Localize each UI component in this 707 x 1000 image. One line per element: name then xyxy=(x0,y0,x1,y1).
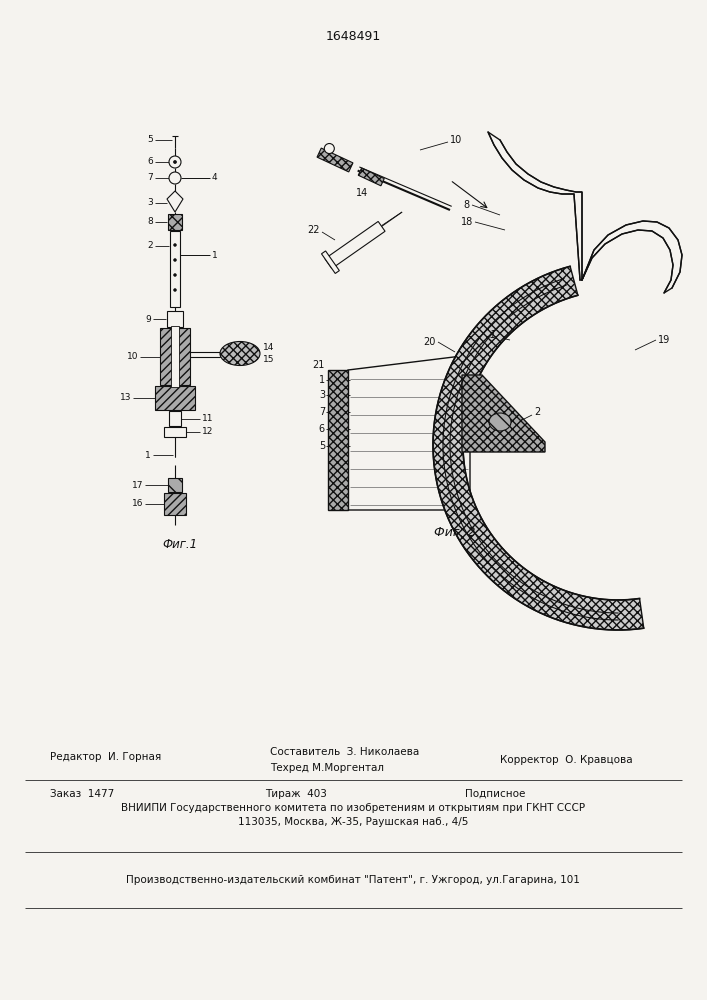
Circle shape xyxy=(173,258,177,261)
Text: Техред М.Моргентал: Техред М.Моргентал xyxy=(270,763,384,773)
Circle shape xyxy=(173,243,177,246)
Polygon shape xyxy=(322,251,339,273)
Text: 2: 2 xyxy=(534,407,540,417)
Text: Редактор  И. Горная: Редактор И. Горная xyxy=(50,752,161,762)
Circle shape xyxy=(169,156,181,168)
Text: 21: 21 xyxy=(312,360,325,370)
Circle shape xyxy=(173,160,177,163)
Text: Подписное: Подписное xyxy=(465,789,525,799)
Ellipse shape xyxy=(220,342,260,365)
Text: 7: 7 xyxy=(319,407,325,417)
Bar xyxy=(171,326,179,387)
Text: 2: 2 xyxy=(147,241,153,250)
Text: Заказ  1477: Заказ 1477 xyxy=(50,789,115,799)
Text: 17: 17 xyxy=(132,481,143,489)
Text: 5: 5 xyxy=(319,441,325,451)
Text: Составитель  З. Николаева: Составитель З. Николаева xyxy=(270,747,419,757)
Text: 1648491: 1648491 xyxy=(325,30,380,43)
Circle shape xyxy=(173,288,177,292)
Text: 9: 9 xyxy=(145,314,151,324)
Text: 14: 14 xyxy=(356,188,368,198)
Bar xyxy=(170,231,180,307)
Polygon shape xyxy=(348,355,470,510)
Bar xyxy=(168,214,182,230)
Text: Корректор  О. Кравцова: Корректор О. Кравцова xyxy=(500,755,633,765)
Text: 10: 10 xyxy=(127,352,138,361)
Polygon shape xyxy=(582,221,682,293)
Text: 1: 1 xyxy=(145,450,151,460)
Bar xyxy=(155,386,195,410)
Circle shape xyxy=(173,273,177,276)
Bar xyxy=(160,328,190,385)
Text: 6: 6 xyxy=(147,157,153,166)
Polygon shape xyxy=(358,168,385,186)
Bar xyxy=(164,493,186,515)
Text: 12: 12 xyxy=(202,428,214,436)
Text: Производственно-издательский комбинат "Патент", г. Ужгород, ул.Гагарина, 101: Производственно-издательский комбинат "П… xyxy=(126,875,580,885)
Polygon shape xyxy=(488,132,582,280)
Polygon shape xyxy=(325,221,385,269)
Text: 11: 11 xyxy=(202,414,214,423)
Text: 19: 19 xyxy=(658,335,670,345)
Text: Фиг.1: Фиг.1 xyxy=(163,538,197,552)
Text: 1: 1 xyxy=(319,375,325,385)
Bar xyxy=(168,478,182,492)
Text: 3: 3 xyxy=(319,390,325,400)
Text: Тираж  403: Тираж 403 xyxy=(265,789,327,799)
Text: 13: 13 xyxy=(119,393,131,402)
Text: 8: 8 xyxy=(464,200,470,210)
Ellipse shape xyxy=(489,413,511,431)
Bar xyxy=(167,311,183,327)
Circle shape xyxy=(169,172,181,184)
Text: 113035, Москва, Ж-35, Раушская наб., 4/5: 113035, Москва, Ж-35, Раушская наб., 4/5 xyxy=(238,817,468,827)
Text: 16: 16 xyxy=(132,499,143,508)
Text: 15: 15 xyxy=(263,355,274,364)
Text: 22: 22 xyxy=(308,225,320,235)
Text: 10: 10 xyxy=(450,135,462,145)
Text: 18: 18 xyxy=(461,217,473,227)
Text: 6: 6 xyxy=(319,424,325,434)
Text: 4: 4 xyxy=(212,174,218,182)
Polygon shape xyxy=(167,191,183,212)
Text: 7: 7 xyxy=(147,174,153,182)
Text: 3: 3 xyxy=(147,198,153,207)
Text: 1: 1 xyxy=(490,330,496,340)
Polygon shape xyxy=(317,148,353,172)
Text: 8: 8 xyxy=(147,218,153,227)
Text: 5: 5 xyxy=(147,135,153,144)
Text: 20: 20 xyxy=(423,337,436,347)
Text: ВНИИПИ Государственного комитета по изобретениям и открытиям при ГКНТ СССР: ВНИИПИ Государственного комитета по изоб… xyxy=(121,803,585,813)
Text: 1: 1 xyxy=(212,250,218,259)
Circle shape xyxy=(325,144,334,154)
Polygon shape xyxy=(328,370,348,510)
Bar xyxy=(169,411,181,426)
Polygon shape xyxy=(433,266,644,630)
Text: 14: 14 xyxy=(263,343,274,352)
Polygon shape xyxy=(462,375,545,452)
Text: Фиг. 2: Фиг. 2 xyxy=(434,526,476,538)
Bar xyxy=(164,427,186,437)
